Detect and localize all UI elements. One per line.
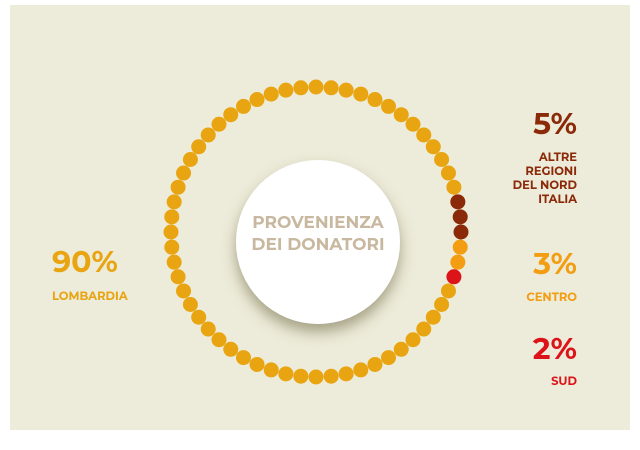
dot [381, 98, 396, 114]
chart-title: PROVENIENZA DEI DONATORI [251, 213, 385, 255]
dot [249, 356, 265, 372]
dot [323, 80, 339, 96]
dot [381, 350, 396, 366]
dot [223, 107, 239, 123]
dot [278, 366, 294, 382]
dot [200, 321, 216, 337]
dot [211, 116, 227, 132]
dot [249, 92, 265, 108]
dot [191, 139, 207, 155]
dot [452, 239, 468, 255]
dot [425, 139, 441, 155]
dot [176, 165, 192, 181]
dot [263, 86, 279, 102]
dot [166, 194, 182, 210]
dot [170, 179, 186, 195]
dot [164, 209, 180, 225]
dot [191, 309, 207, 325]
dot [263, 362, 279, 378]
value-label: 2% [532, 330, 577, 367]
category-label: ALTRE REGIONI DEL NORD ITALIA [512, 150, 577, 206]
dot [223, 341, 239, 357]
dot [367, 356, 383, 372]
dot [405, 116, 421, 132]
dot [367, 92, 383, 108]
dot [323, 368, 339, 384]
dot [446, 179, 462, 195]
dot [440, 165, 456, 181]
dot [278, 82, 294, 98]
dot [236, 350, 251, 366]
dot [166, 254, 182, 270]
dot [163, 224, 179, 240]
dot [452, 209, 468, 225]
dot [446, 269, 462, 285]
dot [182, 297, 198, 312]
dot [450, 194, 466, 210]
dot [393, 107, 409, 123]
dot [236, 98, 251, 114]
value-label: 90% [52, 243, 118, 280]
dot [200, 127, 216, 143]
dot [405, 332, 421, 348]
value-label: 5% [533, 105, 577, 142]
dot [416, 321, 432, 337]
category-label: SUD [551, 374, 577, 388]
dot [416, 127, 432, 143]
dot [293, 80, 309, 96]
dot [182, 152, 198, 167]
dot [338, 366, 354, 382]
dot [293, 368, 309, 384]
center-circle [236, 160, 400, 324]
dot [393, 341, 409, 357]
dot [164, 239, 180, 255]
dot [434, 297, 450, 312]
dot [170, 269, 186, 285]
dot [176, 283, 192, 299]
dot [425, 309, 441, 325]
category-label: CENTRO [526, 290, 577, 304]
dot [353, 86, 369, 102]
dot [353, 362, 369, 378]
dot [211, 332, 227, 348]
value-label: 3% [533, 245, 577, 282]
dot [450, 254, 466, 270]
dot [308, 79, 324, 95]
dot [453, 224, 469, 240]
dot [308, 369, 324, 385]
dot [440, 283, 456, 299]
category-label: LOMBARDIA [52, 289, 128, 303]
dot [338, 82, 354, 98]
dot [434, 152, 450, 167]
